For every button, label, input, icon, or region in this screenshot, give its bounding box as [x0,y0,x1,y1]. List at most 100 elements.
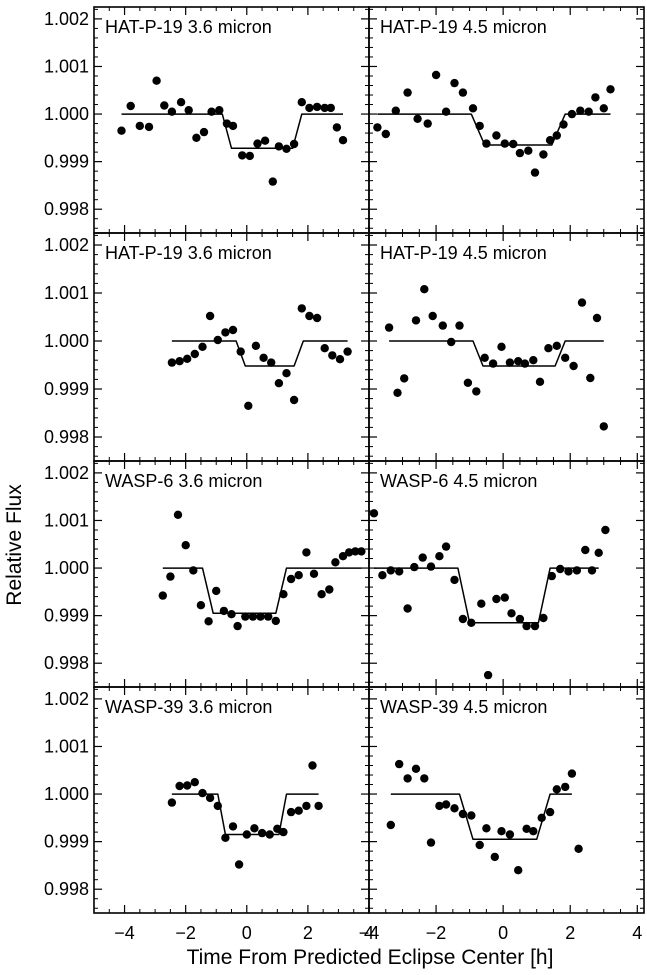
data-point [403,604,412,613]
data-point [488,359,498,368]
x-tick-label: 0 [498,923,508,943]
data-point [199,127,209,137]
data-point [592,313,602,323]
data-point [205,793,215,803]
data-point [198,788,207,798]
data-point [221,328,230,337]
data-point [524,146,533,155]
data-point [431,70,441,80]
data-point [309,569,319,578]
data-point [420,774,429,783]
data-point [314,801,323,811]
data-point [467,811,476,820]
data-point [274,379,284,388]
data-point [458,88,468,97]
data-point [426,562,436,571]
data-point [505,830,515,839]
y-tick-label: 1.000 [44,558,89,578]
data-point [135,121,144,131]
data-point [282,144,291,153]
panel-5: 0.998 0.999 1.000 1.001 1.002 WASP-6 3.6 micr… [44,460,370,688]
x-tick-label: 4 [364,923,374,943]
data-point [268,177,277,186]
data-point [167,358,177,367]
data-point [467,618,476,627]
data-point [420,285,429,294]
data-point [395,567,404,576]
data-point [514,357,523,366]
data-point [286,807,296,817]
data-point [586,373,595,383]
data-point [450,575,459,585]
panel-title: WASP-39 4.5 micron [380,697,547,717]
data-point [320,103,329,113]
y-tick-label: 1.001 [44,56,89,76]
data-point [500,139,509,148]
data-point [212,586,221,596]
data-point [205,311,215,321]
data-point [386,820,395,830]
data-point [250,824,259,833]
data-point [256,612,265,621]
data-point [244,401,253,410]
data-point [242,830,251,839]
data-point [591,93,600,102]
data-point [294,806,303,815]
data-point [441,107,451,116]
data-point [522,621,531,631]
data-point [477,599,486,608]
x-tick-label: −4 [114,923,135,943]
data-point [505,358,515,367]
data-point [601,525,610,535]
data-point [606,85,615,94]
data-point [552,341,561,350]
data-point [411,316,421,325]
data-point [373,123,382,132]
model-curve [374,567,599,624]
y-tick-label: 0.998 [44,199,89,219]
data-point [458,614,468,624]
data-point [248,612,258,621]
data-point [175,357,184,366]
panel-frame [93,686,370,914]
data-point [378,571,387,580]
y-tick-label: 1.000 [44,104,89,124]
data-point [561,782,570,792]
data-point [490,852,499,862]
y-tick-label: 1.001 [44,283,89,303]
data-point [400,374,409,383]
x-tick-label: 4 [632,923,642,943]
data-point [369,509,379,518]
data-point [328,351,337,360]
data-point [253,139,262,148]
data-point [215,106,224,115]
data-point [302,548,311,557]
data-point [514,866,523,875]
data-point [483,670,493,680]
data-point [547,571,556,581]
y-tick-label: 1.001 [44,736,89,756]
data-point [126,101,135,111]
data-point [257,828,267,838]
data-point [305,103,314,113]
data-point [335,355,345,364]
x-tick-label: −2 [175,923,196,943]
data-point [294,571,303,580]
data-point [228,325,238,335]
data-point [173,510,183,519]
data-point [227,610,236,619]
y-axis-title: Relative Flux [3,484,26,606]
data-point [175,781,184,791]
y-tick-label: 0.998 [44,879,89,899]
data-point [204,617,213,626]
data-point [167,107,177,116]
data-point [559,120,568,129]
panel-7: 0.998 0.999 1.000 1.001 1.002 −4 −2 0 2 4 WASP-39 … [44,686,374,943]
data-point [236,347,245,356]
data-point [520,359,530,368]
data-point [576,106,585,115]
data-point [572,566,582,575]
data-point [289,395,299,405]
data-point [351,547,360,556]
data-point [308,761,317,770]
